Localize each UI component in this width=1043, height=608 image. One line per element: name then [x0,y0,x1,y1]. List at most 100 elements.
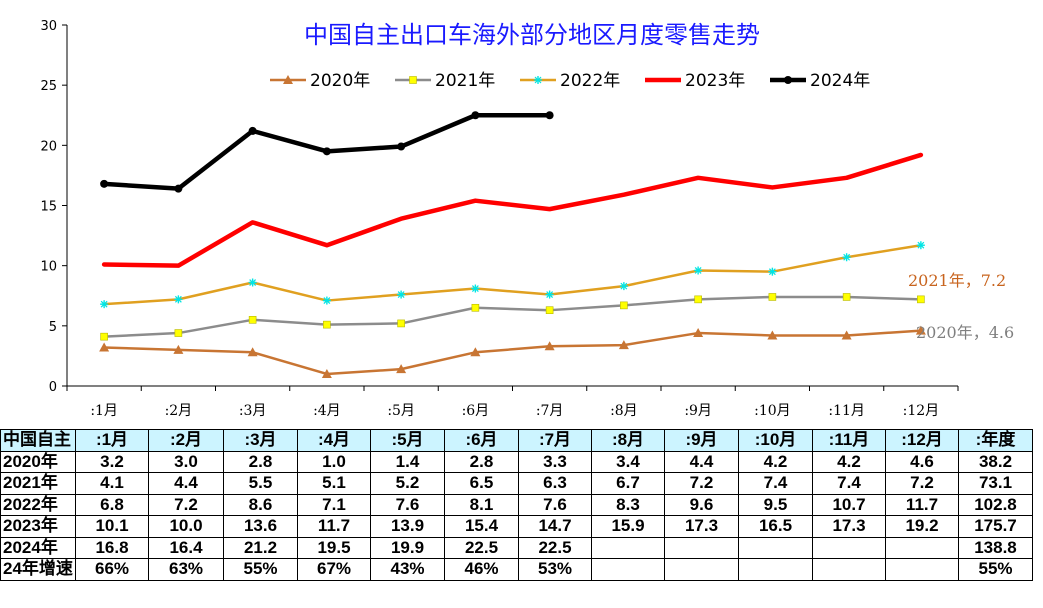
data-point [767,330,778,340]
row-header-cell: 中国自主 [0,429,76,452]
data-point [471,303,480,312]
line-chart: 中国自主出口车海外部分地区月度零售走势 2020年 2021年 2022年 2023年… [40,19,1014,419]
table-cell [664,558,739,581]
table-cell [591,536,665,559]
data-point [247,347,258,357]
data-point [396,364,407,374]
data-point [99,342,110,352]
x-tick-label: :8月 [610,403,638,419]
y-tick-label: 5 [49,320,57,335]
x-tick-label: :4月 [313,403,341,419]
data-point [768,267,777,276]
data-point [397,142,406,151]
y-tick-label: 0 [49,380,57,395]
series-layer [99,111,926,378]
table-cell: :11月 [812,429,886,452]
data-point [545,306,554,314]
data-point [471,284,480,293]
table-cell [885,558,959,581]
data-point [544,341,555,351]
data-point [471,111,480,120]
table-cell [812,536,886,559]
row-header-cell: 2024年 [0,536,76,559]
table-cell: 3.2 [75,450,149,473]
table-cell: 7.4 [738,472,813,495]
annotation-2020: 2020年，4.6 [916,323,1014,342]
table-cell: 138.8 [958,536,1033,559]
data-point [917,295,925,304]
table-cell [738,558,813,581]
table-cell: 8.1 [444,493,519,516]
table-cell: 4.4 [148,472,224,495]
legend-item: 2024年 [770,71,870,91]
table-cell: 1.4 [370,450,445,473]
table-cell: 5.5 [223,472,298,495]
table-cell: 67% [297,558,371,581]
table-cell: 19.9 [370,536,445,559]
y-tick-label: 15 [40,200,57,215]
data-point [322,147,331,156]
data-point [842,293,851,301]
table-cell: 55% [958,558,1033,581]
table-cell: 6.5 [444,472,519,495]
table-cell: 175.7 [958,515,1033,538]
legend-item: 2021年 [395,71,495,91]
legend-label: 2020年 [310,71,370,91]
x-tick-label: :5月 [387,403,415,419]
table-cell: :5月 [370,429,445,452]
table-row: 2024年 16.8 16.4 21.2 19.5 19.9 22.5 22.5 138.8 [0,536,1033,559]
table-cell: 16.8 [75,536,149,559]
data-point [693,328,704,338]
series-1 [100,293,925,341]
data-point [916,241,925,250]
table-cell: 7.2 [664,472,739,495]
table-cell: 7.4 [812,472,886,495]
data-point [915,325,926,335]
table-cell: :12月 [885,429,959,452]
table-cell: 5.2 [370,472,445,495]
table-cell: 13.6 [223,515,298,538]
x-tick-label: :1月 [90,403,118,419]
row-header-cell: 2020年 [0,450,76,473]
table-cell: 19.2 [885,515,959,538]
data-point [248,126,257,135]
table-cell: 38.2 [958,450,1033,473]
table-cell: 4.1 [75,472,149,495]
table-cell: 13.9 [370,515,445,538]
data-point [321,368,332,378]
y-tick-label: 20 [40,139,57,154]
series-3 [101,152,924,268]
table-cell: 11.7 [297,515,371,538]
y-tick-label: 10 [40,260,57,275]
table-cell: 66% [75,558,149,581]
table-cell: 15.4 [444,515,519,538]
annotation-2021: 2021年，7.2 [908,271,1006,290]
data-point [174,329,183,337]
data-point [173,344,184,354]
legend-item: 2020年 [270,71,370,91]
row-header-cell: 2023年 [0,515,76,538]
y-tick-label: 30 [40,19,57,34]
table-cell: 7.6 [518,493,592,516]
data-table: 中国自主:1月:2月:3月:4月:5月:6月:7月:8月:9月:10月:11月:… [0,429,1033,581]
data-point [174,184,183,193]
data-point [841,330,852,340]
table-cell: 4.2 [812,450,886,473]
table-cell: 55% [223,558,298,581]
x-tick-label: :2月 [165,403,193,419]
table-cell: 3.0 [148,450,224,473]
table-cell: 6.3 [518,472,592,495]
table-cell: 53% [518,558,592,581]
y-tick-label: 25 [40,79,57,94]
series-line [102,295,923,338]
x-tick-label: :3月 [239,403,267,419]
legend-marker [534,76,542,84]
data-point [174,295,183,304]
table-cell: 73.1 [958,472,1033,495]
table-cell: :10月 [738,429,813,452]
table-cell: 3.3 [518,450,592,473]
series-line [102,329,923,376]
legend-marker [283,75,293,84]
row-header-cell: 24年增速 [0,558,76,581]
table-cell: 16.5 [738,515,813,538]
